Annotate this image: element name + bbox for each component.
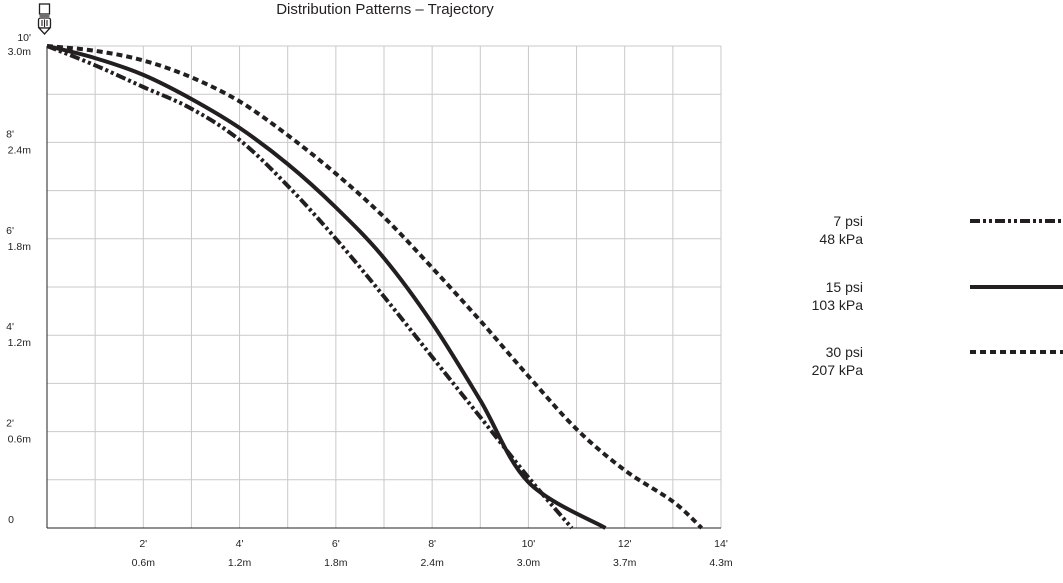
legend: 7 psi 48 kPa 15 psi 103 kPa 30 psi 207 kPa xyxy=(812,213,1063,378)
chart-title: Distribution Patterns – Trajectory xyxy=(276,1,494,18)
series-line-15-psi xyxy=(46,44,607,530)
series-group xyxy=(46,44,704,530)
y-tick-label-m: 2.4m xyxy=(8,144,32,156)
x-tick-label-ft: 6' xyxy=(332,538,340,550)
x-tick-label-m: 4.3m xyxy=(709,557,733,569)
x-tick-label-m: 1.8m xyxy=(324,557,348,569)
axes: 2' 0.6m 4' 1.2m 6' 1.8m 8' 2.4m 10' 3.0m 12' 3.7m 14… xyxy=(6,32,733,569)
y-tick-label-m: 3.0m xyxy=(8,46,32,58)
x-tick-label-ft: 14' xyxy=(714,538,728,550)
sprinkler-head-icon xyxy=(37,3,52,35)
x-tick-label-m: 1.2m xyxy=(228,557,252,569)
legend-label-psi: 7 psi xyxy=(833,213,863,229)
x-tick-label-ft: 8' xyxy=(428,538,436,550)
x-tick-label-ft: 12' xyxy=(618,538,632,550)
x-tick-label-ft: 4' xyxy=(236,538,244,550)
x-tick-label-m: 3.0m xyxy=(517,557,541,569)
x-tick-label-m: 0.6m xyxy=(132,557,156,569)
y-tick-label-m: 1.2m xyxy=(8,337,32,349)
y-tick-label-ft: 2' xyxy=(6,418,14,430)
y-tick-label-m: 1.8m xyxy=(8,241,32,253)
legend-label-psi: 15 psi xyxy=(826,279,863,295)
x-tick-label-ft: 2' xyxy=(139,538,147,550)
x-tick-label-m: 2.4m xyxy=(420,557,444,569)
legend-label-kpa: 207 kPa xyxy=(812,362,864,378)
grid xyxy=(47,45,722,528)
y-tick-label-ft: 6' xyxy=(6,225,14,237)
y-tick-label-ft: 4' xyxy=(6,321,14,333)
x-tick-label-ft: 10' xyxy=(522,538,536,550)
y-tick-label-ft: 8' xyxy=(6,128,14,140)
y-tick-label-ft: 10' xyxy=(17,32,31,44)
y-tick-label-ft: 0 xyxy=(8,514,14,526)
legend-label-kpa: 48 kPa xyxy=(819,231,863,247)
x-tick-label-m: 3.7m xyxy=(613,557,637,569)
legend-label-psi: 30 psi xyxy=(826,344,863,360)
series-line-7-psi xyxy=(46,44,574,530)
series-line-30-psi xyxy=(46,44,704,530)
legend-label-kpa: 103 kPa xyxy=(812,297,864,313)
y-tick-label-m: 0.6m xyxy=(8,434,32,446)
